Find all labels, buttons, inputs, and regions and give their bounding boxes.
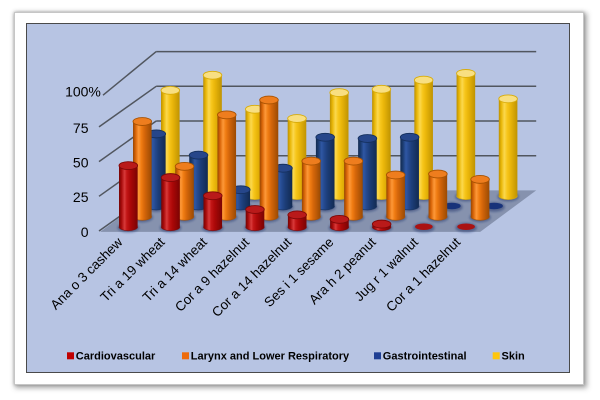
svg-text:Cor a 1 hazelnut: Cor a 1 hazelnut	[383, 234, 463, 314]
svg-text:Gastrointestinal: Gastrointestinal	[383, 351, 467, 363]
svg-text:Ana o 3 cashew: Ana o 3 cashew	[47, 234, 125, 312]
svg-text:Larynx and Lower Respiratory: Larynx and Lower Respiratory	[191, 351, 350, 363]
svg-text:100%: 100%	[65, 84, 101, 100]
svg-text:0: 0	[81, 224, 89, 240]
svg-text:50: 50	[73, 155, 89, 171]
svg-text:Skin: Skin	[502, 351, 526, 363]
svg-text:25: 25	[73, 189, 89, 205]
svg-text:Cor a 14 hazelnut: Cor a 14 hazelnut	[209, 234, 295, 320]
svg-text:Cor a 9 hazelnut: Cor a 9 hazelnut	[172, 234, 252, 314]
svg-text:75: 75	[73, 120, 89, 136]
svg-text:Cardiovascular: Cardiovascular	[76, 351, 156, 363]
